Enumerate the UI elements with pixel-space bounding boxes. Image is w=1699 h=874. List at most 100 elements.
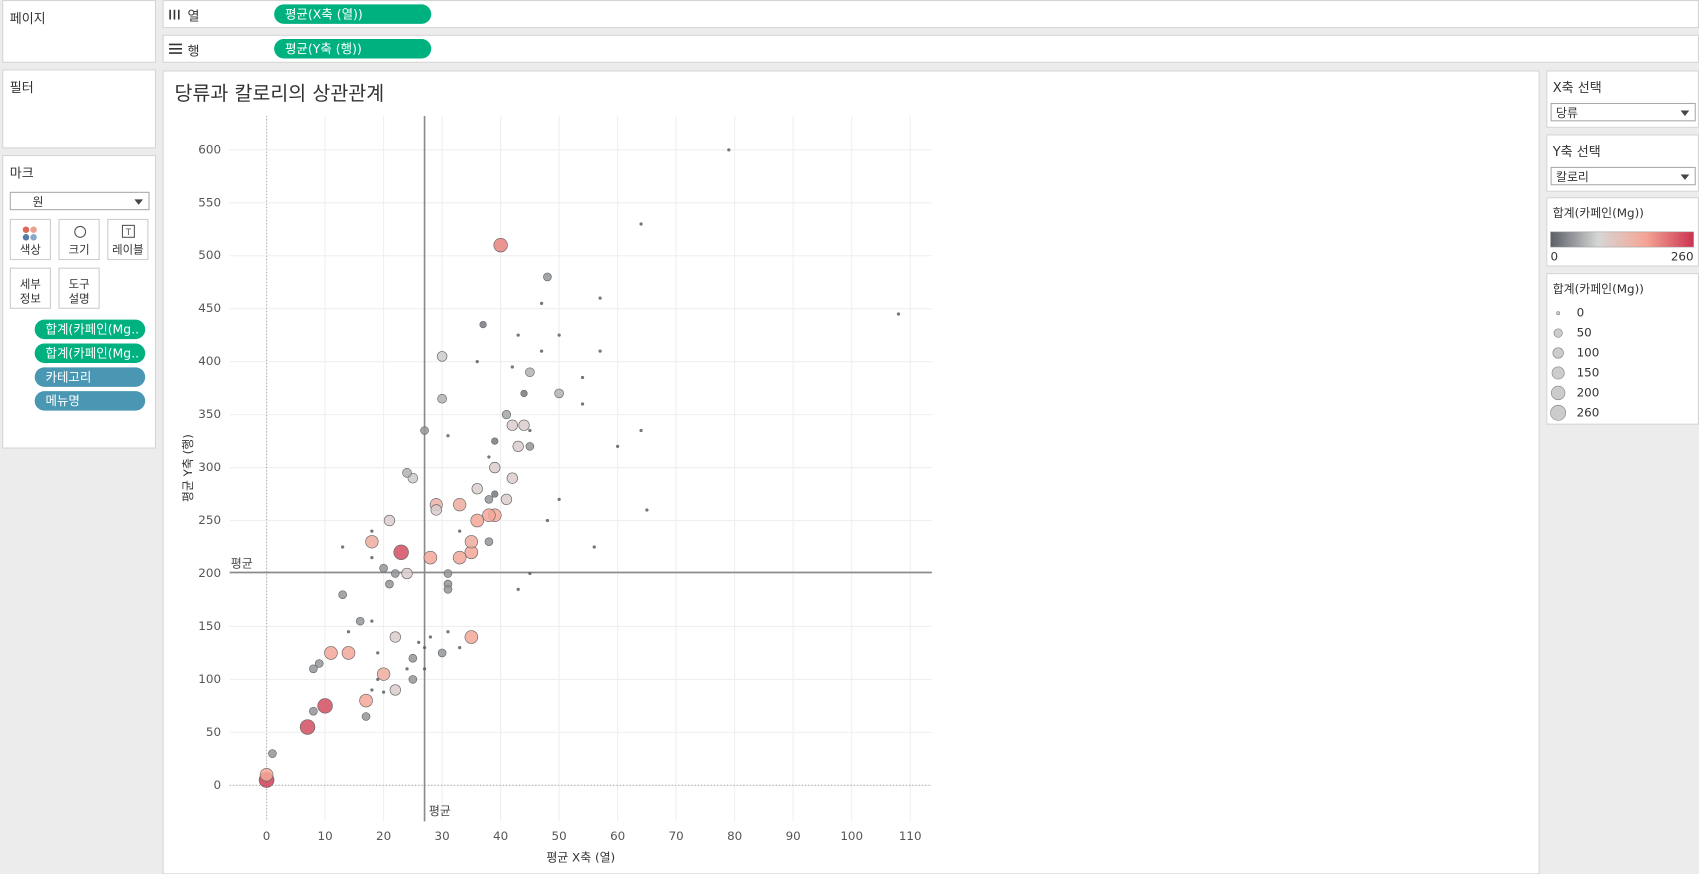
data-point — [259, 767, 274, 782]
data-point — [376, 677, 380, 682]
data-point — [341, 545, 345, 549]
data-point — [464, 630, 479, 644]
data-point — [500, 493, 513, 505]
parameter-title: X축 선택 — [1552, 80, 1602, 96]
size-legend-mark — [1551, 366, 1565, 380]
data-point — [491, 437, 499, 445]
sheet — [162, 70, 1540, 874]
data-point — [408, 653, 418, 663]
data-point — [443, 569, 453, 578]
data-point — [423, 550, 438, 565]
data-point — [493, 237, 508, 253]
data-point — [539, 349, 544, 353]
data-point — [389, 684, 401, 696]
detail-pill[interactable]: 카테고리 — [34, 367, 146, 387]
data-point — [401, 567, 413, 580]
detail-button[interactable]: 세부 정보 — [9, 267, 51, 309]
data-point — [516, 333, 520, 337]
data-point — [402, 468, 412, 478]
size-legend-label: 150 — [1577, 365, 1600, 379]
data-point — [896, 312, 901, 316]
data-point — [525, 442, 535, 451]
data-point — [391, 569, 400, 578]
x-tick-label: 100 — [840, 829, 863, 843]
data-point — [516, 587, 520, 592]
data-point — [598, 349, 602, 353]
y-tick-label: 50 — [206, 725, 221, 739]
data-point — [539, 301, 544, 306]
x-tick-label: 60 — [610, 829, 625, 843]
data-point — [484, 495, 494, 504]
data-point — [580, 375, 585, 380]
chart-title: 당류과 칼로리의 상관관계 — [174, 82, 384, 105]
size-button[interactable]: 크기 — [58, 218, 100, 261]
button-label: 레이블 — [112, 243, 144, 257]
data-point — [528, 428, 532, 433]
x-tick-label: 30 — [435, 829, 450, 843]
color-legend-title: 합계(카페인(Mg)) — [1553, 206, 1644, 220]
data-point — [370, 688, 374, 692]
x-tick-label: 70 — [669, 829, 684, 843]
mark-type-dropdown[interactable]: 원 — [9, 191, 150, 211]
parameter-title: Y축 선택 — [1552, 144, 1601, 160]
y-tick-label: 450 — [198, 301, 221, 315]
size-legend-title: 합계(카페인(Mg)) — [1553, 282, 1644, 296]
color-icon — [22, 226, 37, 241]
data-point — [528, 571, 532, 576]
size-legend-mark — [1550, 385, 1566, 401]
label-button[interactable]: T 레이블 — [107, 218, 149, 261]
data-point — [338, 590, 347, 599]
data-point — [501, 410, 512, 420]
y-tick-label: 0 — [213, 778, 221, 792]
y-tick-label: 400 — [198, 354, 221, 368]
data-point — [512, 440, 524, 453]
data-point — [645, 508, 649, 512]
y-parameter: Y축 선택 칼로리 — [1546, 134, 1699, 192]
button-label: 크기 — [68, 243, 90, 257]
color-button[interactable]: 색상 — [9, 218, 51, 261]
x-tick-label: 50 — [552, 829, 567, 843]
y-tick-label: 150 — [198, 619, 221, 633]
data-point — [376, 667, 391, 681]
parameter-dropdown[interactable]: 칼로리 — [1550, 166, 1696, 186]
data-point — [370, 529, 374, 533]
x-axis-title: 평균 X축 (열) — [546, 851, 615, 865]
tooltip-button[interactable]: 도구 설명 — [58, 267, 100, 309]
size-legend-label: 50 — [1577, 326, 1592, 340]
size-legend-label: 260 — [1577, 405, 1600, 419]
data-point — [268, 749, 277, 758]
columns-icon — [169, 9, 180, 20]
data-point — [422, 646, 427, 650]
data-point — [557, 333, 561, 337]
columns-pill[interactable]: 평균(X축 (열)) — [274, 4, 432, 24]
data-point — [376, 651, 380, 655]
reference-label: 평균 — [231, 556, 253, 570]
button-label: 세부 정보 — [19, 278, 41, 306]
rows-pill[interactable]: 평균(Y축 (행)) — [274, 39, 432, 59]
data-point — [543, 272, 552, 282]
filters-card: 필터 — [2, 69, 157, 149]
detail-pill[interactable]: 메뉴명 — [34, 391, 146, 411]
marks-card: 마크 원 색상 크기 T 레이블 세부 정보 도구 설명 합계(카페인(Mg.. … — [2, 154, 157, 449]
color-legend-label: 0 — [1551, 249, 1559, 263]
size-legend-label: 100 — [1577, 346, 1600, 360]
filters-title: 필터 — [9, 80, 34, 96]
data-point — [437, 393, 447, 404]
data-point — [518, 419, 530, 431]
data-point — [393, 544, 409, 560]
color-legend-label: 260 — [1671, 249, 1694, 263]
size-legend — [1546, 273, 1699, 425]
parameter-dropdown[interactable]: 당류 — [1550, 102, 1696, 122]
y-tick-label: 500 — [198, 248, 221, 262]
data-point — [346, 630, 351, 634]
data-point — [580, 402, 585, 406]
color-pill[interactable]: 합계(카페인(Mg.. — [34, 319, 146, 340]
data-point — [341, 646, 356, 660]
size-legend-label: 0 — [1577, 306, 1585, 320]
columns-label: 열 — [187, 8, 200, 24]
size-pill[interactable]: 합계(카페인(Mg.. — [34, 343, 146, 363]
x-tick-label: 90 — [786, 829, 801, 843]
plot-layer: 0 10 20 30 40 50 60 70 80 90 100 110 0 50 100 150 200 250… — [198, 115, 932, 843]
data-point — [408, 675, 418, 684]
data-point — [489, 461, 501, 474]
